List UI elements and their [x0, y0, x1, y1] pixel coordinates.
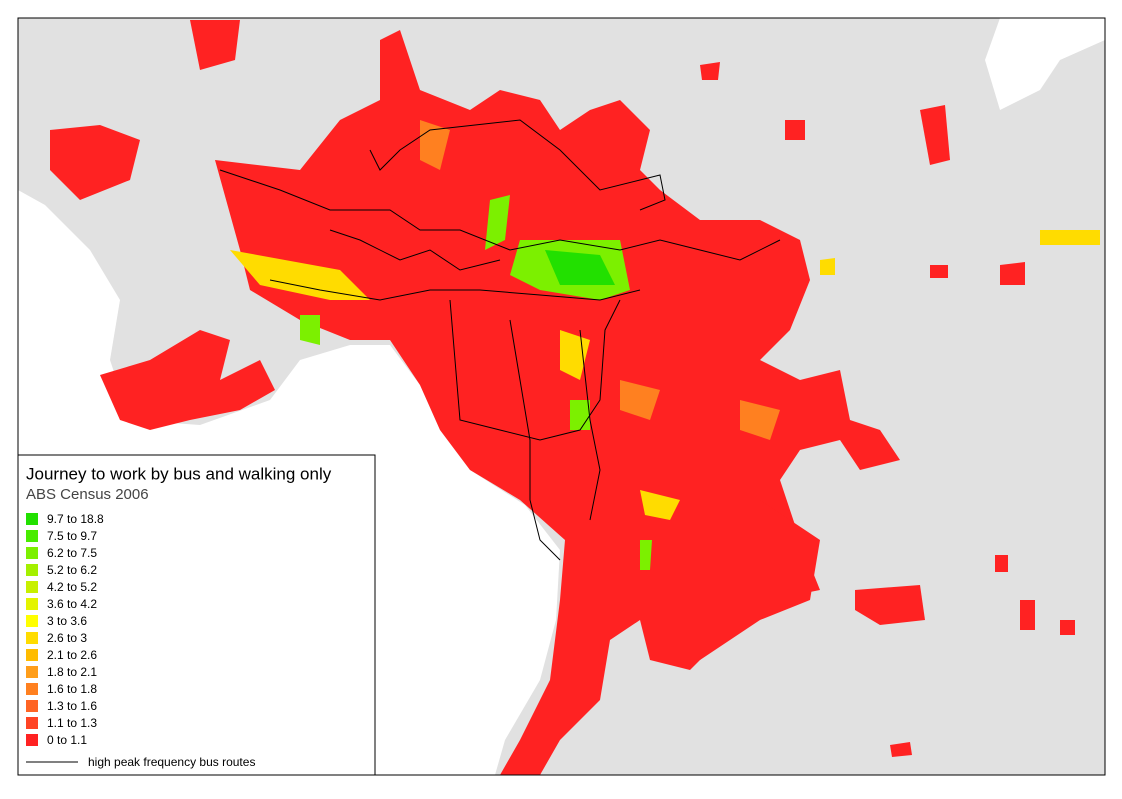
legend-label: 2.1 to 2.6	[47, 648, 97, 662]
legend-swatch	[26, 615, 38, 627]
legend-title: Journey to work by bus and walking only	[26, 464, 332, 483]
legend-swatch	[26, 530, 38, 542]
legend-label: 1.3 to 1.6	[47, 699, 97, 713]
green-areas	[300, 195, 652, 570]
legend-swatch	[26, 717, 38, 729]
bus-route	[329, 229, 501, 271]
legend-swatch	[26, 581, 38, 593]
legend-swatch	[26, 513, 38, 525]
legend-swatch	[26, 666, 38, 678]
legend-swatch	[26, 683, 38, 695]
legend-label: 3 to 3.6	[47, 614, 87, 628]
west-region	[100, 330, 275, 430]
bus-route	[219, 169, 781, 261]
legend-label: 7.5 to 9.7	[47, 529, 97, 543]
legend-label: 5.2 to 6.2	[47, 563, 97, 577]
route-label: high peak frequency bus routes	[88, 755, 255, 769]
legend-label: 3.6 to 4.2	[47, 597, 97, 611]
legend-swatch	[26, 632, 38, 644]
legend: Journey to work by bus and walking only …	[17, 454, 376, 776]
legend-label: 6.2 to 7.5	[47, 546, 97, 560]
legend-swatch	[26, 564, 38, 576]
north-west-region	[50, 125, 140, 200]
bus-route	[509, 319, 561, 561]
map-frame	[17, 17, 1106, 776]
legend-swatch	[26, 700, 38, 712]
east-region	[855, 585, 925, 625]
legend-label: 4.2 to 5.2	[47, 580, 97, 594]
suburb-regions	[50, 20, 1100, 775]
bus-route	[369, 119, 666, 211]
bus-route	[579, 329, 601, 521]
bus-routes	[219, 119, 781, 561]
bus-route	[449, 299, 621, 441]
legend-swatch	[26, 734, 38, 746]
legend-label: 1.1 to 1.3	[47, 716, 97, 730]
legend-label: 0 to 1.1	[47, 733, 87, 747]
legend-swatch	[26, 649, 38, 661]
sea-corner	[985, 18, 1105, 110]
legend-swatch	[26, 547, 38, 559]
orange-areas	[420, 120, 780, 440]
legend-subtitle: ABS Census 2006	[26, 486, 149, 503]
green-core	[545, 250, 615, 285]
east-region	[920, 105, 950, 165]
bus-route	[269, 279, 641, 301]
legend-label: 2.6 to 3	[47, 631, 87, 645]
legend-box	[17, 454, 376, 776]
legend-label: 1.8 to 2.1	[47, 665, 97, 679]
north-region	[190, 20, 240, 70]
legend-label: 9.7 to 18.8	[47, 512, 104, 526]
south-east-region	[680, 500, 820, 660]
legend-label: 1.6 to 1.8	[47, 682, 97, 696]
legend-swatch	[26, 598, 38, 610]
